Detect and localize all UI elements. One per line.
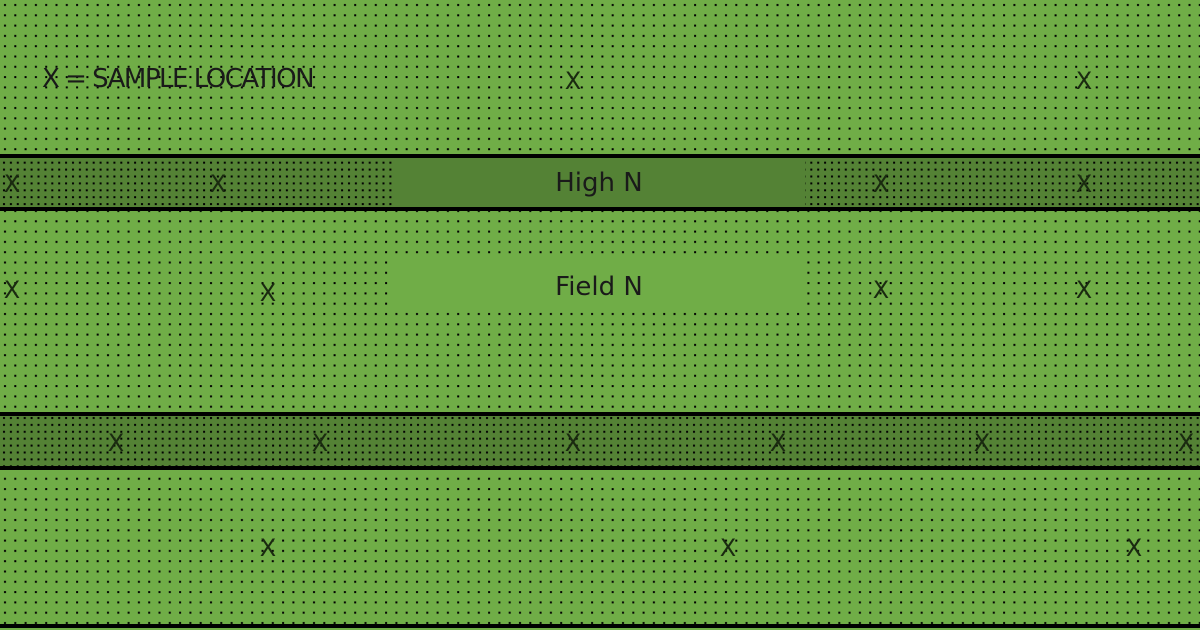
sample-marker: X bbox=[1125, 534, 1143, 562]
sample-marker: X bbox=[107, 429, 125, 457]
sample-marker: X bbox=[3, 276, 21, 304]
sample-marker: X bbox=[769, 429, 787, 457]
sample-marker: X bbox=[564, 67, 582, 95]
sample-marker: X bbox=[1075, 170, 1093, 198]
sample-marker: X bbox=[3, 170, 21, 198]
sample-marker: X bbox=[1177, 429, 1195, 457]
high-n-box: High N bbox=[393, 158, 805, 207]
high-n-label: High N bbox=[555, 167, 643, 198]
sample-marker: X bbox=[209, 170, 227, 198]
legend-label: X = SAMPLE LOCATION bbox=[42, 64, 315, 94]
sample-marker: X bbox=[1075, 276, 1093, 304]
high-n-strip-bottom bbox=[0, 415, 1200, 467]
sample-marker: X bbox=[311, 429, 329, 457]
field-n-label: Field N bbox=[555, 271, 643, 302]
sample-marker: X bbox=[719, 534, 737, 562]
sample-marker: X bbox=[1075, 67, 1093, 95]
sample-marker: X bbox=[973, 429, 991, 457]
sample-marker: X bbox=[872, 276, 890, 304]
sample-marker: X bbox=[872, 170, 890, 198]
sample-marker: X bbox=[259, 279, 277, 307]
field-n-box: Field N bbox=[393, 261, 805, 312]
sample-marker: X bbox=[564, 429, 582, 457]
sample-marker: X bbox=[259, 534, 277, 562]
